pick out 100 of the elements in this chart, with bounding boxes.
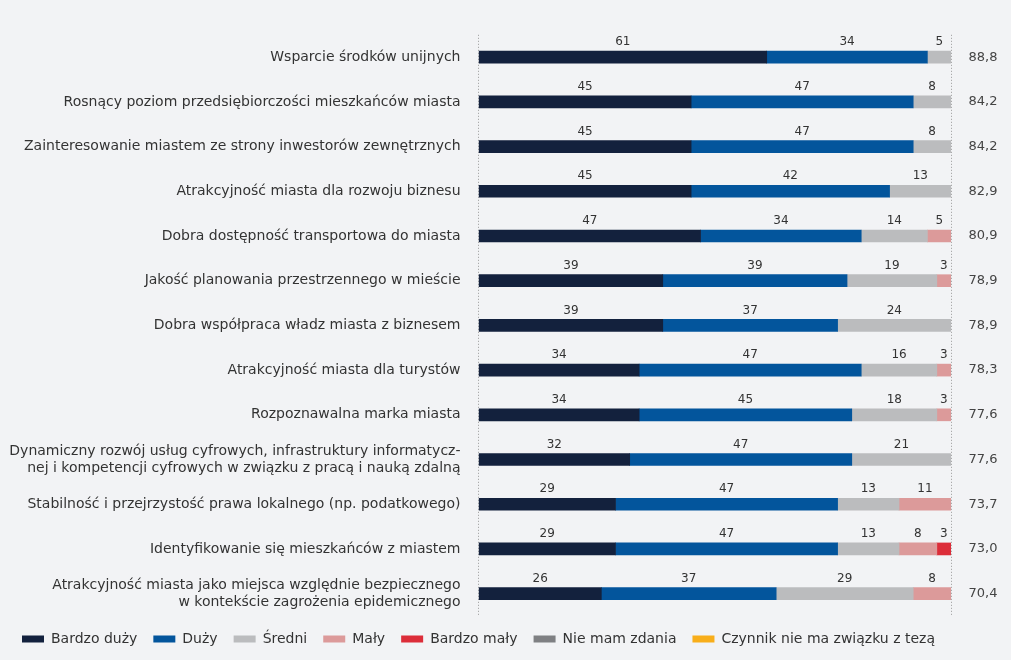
text: 73,0 bbox=[968, 540, 998, 556]
bar bbox=[690, 140, 914, 153]
data-label: 47 bbox=[582, 213, 598, 228]
data-label: 39 bbox=[747, 257, 763, 272]
text: 84,2 bbox=[968, 137, 998, 153]
bar bbox=[478, 184, 692, 198]
data-label: 26 bbox=[532, 570, 548, 585]
y-tick-label: Rozpoznawalna marka miasta bbox=[251, 405, 461, 422]
text: 77,6 bbox=[968, 450, 998, 466]
bar bbox=[927, 50, 951, 64]
data-label: 37 bbox=[742, 302, 758, 317]
data-label: 18 bbox=[886, 391, 902, 406]
data-label: 47 bbox=[718, 481, 735, 496]
data-label: 5 bbox=[935, 213, 944, 228]
data-label: 37 bbox=[681, 570, 697, 585]
bar bbox=[478, 274, 664, 288]
data-label: 47 bbox=[794, 78, 810, 93]
bar bbox=[898, 542, 938, 556]
bar bbox=[638, 363, 862, 377]
bar bbox=[615, 542, 838, 556]
data-label: 61 bbox=[615, 34, 631, 49]
y-tick-label: Atrakcyjność miasta dla rozwoju biznesu bbox=[176, 181, 461, 198]
bar bbox=[936, 542, 951, 556]
bar bbox=[851, 453, 951, 466]
bar bbox=[936, 408, 951, 422]
text: 70,4 bbox=[968, 585, 998, 601]
data-label: 24 bbox=[886, 302, 902, 317]
data-label: 32 bbox=[546, 436, 562, 451]
data-label: 29 bbox=[837, 570, 853, 585]
data-label: 47 bbox=[733, 436, 749, 451]
data-label: 45 bbox=[577, 168, 593, 183]
bar bbox=[700, 229, 862, 243]
bar bbox=[927, 229, 951, 243]
data-label: 34 bbox=[839, 34, 855, 49]
data-label: 8 bbox=[914, 526, 922, 541]
bar bbox=[478, 229, 701, 243]
bar bbox=[478, 542, 616, 556]
bar bbox=[629, 453, 853, 466]
data-label: 47 bbox=[718, 526, 735, 541]
bar bbox=[846, 274, 938, 288]
data-label: 8 bbox=[928, 78, 936, 93]
y-tick-label: Zainteresowanie miastem ze strony inwestorów zewnętrznych bbox=[23, 137, 461, 154]
data-label: 5 bbox=[935, 34, 944, 49]
data-label: 34 bbox=[773, 213, 789, 228]
bar bbox=[478, 408, 640, 422]
legend-label: Bardzo duży bbox=[51, 629, 138, 646]
y-tick-label: Dynamiczny rozwój usług cyfrowych, infrastruktury informatycz- nej i kompetencji cyfrowych w związku z pracą i nauką zdalną bbox=[9, 441, 461, 475]
legend-label: Bardzo mały bbox=[430, 629, 518, 646]
bar bbox=[912, 140, 951, 153]
legend-label: Mały bbox=[352, 629, 386, 646]
bar bbox=[638, 408, 853, 422]
bar bbox=[766, 50, 928, 64]
data-label: 3 bbox=[940, 257, 948, 272]
text: 84,2 bbox=[968, 93, 998, 109]
bar bbox=[936, 274, 951, 288]
text: 73,7 bbox=[968, 495, 998, 511]
text: 88,8 bbox=[968, 48, 998, 64]
bar bbox=[690, 184, 890, 198]
text: 82,9 bbox=[968, 182, 998, 198]
data-label: 39 bbox=[563, 257, 579, 272]
bar bbox=[478, 319, 664, 332]
y-tick-label: Jakość planowania przestrzennego w mieście bbox=[143, 271, 461, 288]
text: 78,9 bbox=[968, 272, 998, 288]
text: 80,9 bbox=[968, 227, 998, 243]
data-label: 21 bbox=[893, 436, 910, 451]
text: 78,9 bbox=[968, 316, 998, 332]
bar bbox=[775, 587, 914, 600]
y-tick-label: Atrakcyjność miasta dla turystów bbox=[227, 360, 461, 377]
bar bbox=[889, 184, 951, 198]
bar bbox=[936, 363, 951, 377]
data-label: 11 bbox=[917, 481, 933, 496]
data-label: 39 bbox=[563, 302, 579, 317]
bar bbox=[837, 542, 900, 556]
bar bbox=[478, 363, 640, 377]
data-label: 47 bbox=[794, 123, 810, 138]
data-label: 13 bbox=[860, 526, 876, 541]
data-label: 29 bbox=[539, 481, 555, 496]
bar bbox=[615, 497, 838, 511]
bar bbox=[837, 319, 951, 332]
y-tick-label: Identyfikowanie się mieszkańców z miastem bbox=[149, 539, 461, 556]
data-label: 42 bbox=[782, 168, 798, 183]
data-label: 8 bbox=[928, 570, 936, 585]
legend-label: Czynnik nie ma związku z tezą bbox=[721, 629, 935, 646]
y-tick-label: Rosnący poziom przedsiębiorczości mieszkańców miasta bbox=[63, 92, 461, 109]
data-label: 34 bbox=[551, 347, 567, 362]
data-label: 34 bbox=[551, 391, 567, 406]
text: 78,3 bbox=[968, 361, 998, 377]
bar bbox=[912, 95, 951, 109]
data-label: 8 bbox=[928, 123, 936, 138]
data-label: 3 bbox=[940, 347, 948, 362]
bar bbox=[601, 587, 777, 600]
legend-label: Średni bbox=[262, 628, 308, 646]
data-label: 13 bbox=[912, 168, 928, 183]
data-label: 3 bbox=[940, 526, 948, 541]
data-label: 45 bbox=[577, 123, 593, 138]
bar bbox=[851, 408, 938, 422]
y-tick-label: Wsparcie środków unijnych bbox=[270, 47, 461, 64]
data-label: 47 bbox=[742, 347, 758, 362]
bar bbox=[478, 50, 768, 64]
bar bbox=[478, 453, 631, 466]
